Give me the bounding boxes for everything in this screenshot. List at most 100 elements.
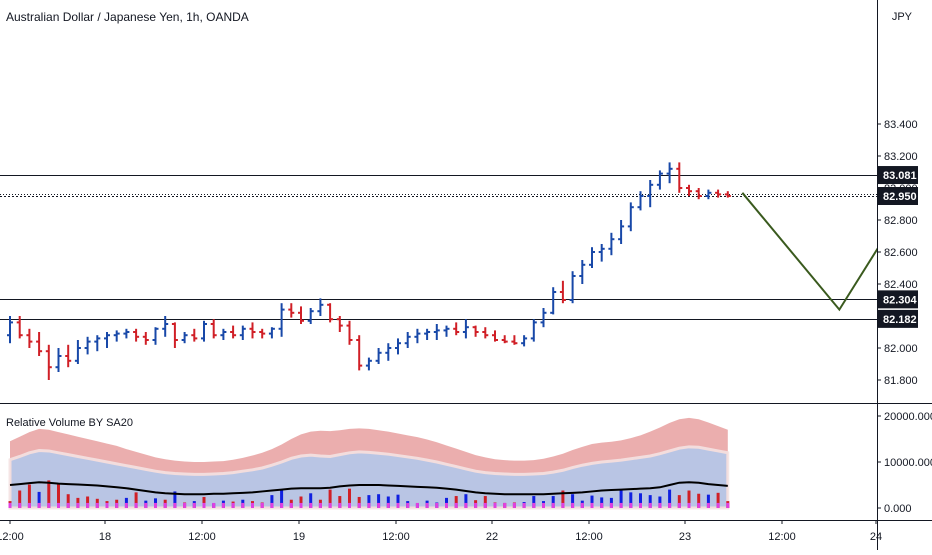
volume-bar xyxy=(328,489,332,508)
volume-bar xyxy=(173,491,177,508)
ohlc-bar xyxy=(133,328,140,342)
volume-bar xyxy=(590,495,594,508)
volume-bar xyxy=(86,496,90,508)
indicator-title: Relative Volume BY SA20 xyxy=(6,417,133,429)
volume-bar xyxy=(600,497,604,508)
volume-bar-base xyxy=(348,502,351,508)
volume-bar-base xyxy=(706,502,710,508)
volume-bar xyxy=(561,490,565,508)
volume-bar-base xyxy=(183,502,187,508)
ohlc-bar xyxy=(569,271,576,304)
volume-bar-base xyxy=(318,502,322,508)
ohlc-bar xyxy=(94,335,101,352)
volume-bar-base xyxy=(687,502,691,508)
ohlc-bar xyxy=(598,244,605,262)
price-level-tag-label: 82.950 xyxy=(883,191,917,203)
volume-bar-base xyxy=(580,502,584,508)
volume-tick-label: 20000.000 xyxy=(884,411,932,423)
volume-bar-base xyxy=(532,502,536,508)
volume-average-line xyxy=(9,481,728,496)
volume-bar-base xyxy=(338,502,342,508)
time-tick-label: 12:00 xyxy=(382,531,410,543)
ohlc-bar xyxy=(268,327,275,339)
volume-bar xyxy=(18,490,22,508)
volume-bar xyxy=(532,496,536,508)
volume-bar-base xyxy=(241,502,245,508)
volume-bar xyxy=(571,494,575,508)
volume-bar-base xyxy=(18,502,22,508)
ohlc-bar xyxy=(395,338,401,355)
price-tick-label: 82.400 xyxy=(884,279,918,291)
ohlc-bar xyxy=(26,328,33,348)
volume-bar xyxy=(27,484,31,508)
volume-bar-base xyxy=(454,502,458,508)
volume-bar-base xyxy=(648,502,652,508)
chart-title: Australian Dollar / Japanese Yen, 1h, OA… xyxy=(6,10,249,24)
volume-bar-base xyxy=(202,502,206,508)
ohlc-bar xyxy=(249,322,256,339)
volume-bar xyxy=(396,494,400,508)
ohlc-bar xyxy=(74,340,81,364)
volume-bar-base xyxy=(396,502,400,508)
volume-bar-base xyxy=(386,502,390,508)
time-tick-label: 22 xyxy=(486,531,498,543)
volume-bar xyxy=(299,496,303,508)
ohlc-bar xyxy=(336,316,343,332)
volume-bar-base xyxy=(289,502,293,508)
volume-bar-base xyxy=(231,502,235,508)
ohlc-bar xyxy=(608,232,615,256)
volume-bar-base xyxy=(609,502,613,508)
volume-bar-base xyxy=(367,502,371,508)
ohlc-bar xyxy=(618,220,625,244)
volume-bar xyxy=(202,496,206,508)
ohlc-bar xyxy=(210,319,217,339)
volume-bar-base xyxy=(299,502,303,508)
time-tick-label: 12:00 xyxy=(0,531,24,543)
ohlc-bar xyxy=(16,316,23,339)
ohlc-bar xyxy=(676,162,683,193)
volume-bar xyxy=(57,484,60,508)
volume-bar-base xyxy=(212,502,216,508)
ohlc-bar xyxy=(540,308,547,328)
ohlc-bar xyxy=(317,298,324,316)
volume-bar-base xyxy=(561,502,565,508)
time-tick-label: 18 xyxy=(99,531,111,543)
ohlc-bar xyxy=(559,280,566,304)
volume-bar-base xyxy=(425,502,429,508)
volume-bar xyxy=(648,495,652,508)
ohlc-bar xyxy=(656,170,663,190)
volume-bar-base xyxy=(600,502,604,508)
ohlc-bar xyxy=(666,162,673,184)
volume-bar-base xyxy=(124,502,128,508)
volume-bar-base xyxy=(629,502,633,508)
ohlc-bar xyxy=(220,328,227,340)
ohlc-bar xyxy=(550,287,557,315)
volume-bars xyxy=(8,480,730,508)
volume-bar-base xyxy=(192,502,196,508)
time-axis-ticks: 12:00 18 12:00 19 12:00 22 12:00 23 12:00 24 xyxy=(0,520,882,543)
ohlc-bar xyxy=(152,327,159,345)
volume-bar-base xyxy=(503,502,507,508)
volume-bar-base xyxy=(105,502,109,508)
volume-bar xyxy=(668,489,672,508)
volume-bar xyxy=(483,496,487,508)
ohlc-bar xyxy=(521,335,528,347)
volume-bar-base xyxy=(76,502,80,508)
ohlc-bar xyxy=(647,180,654,208)
price-level-tag xyxy=(878,187,918,205)
price-level-tag xyxy=(878,290,918,309)
ohlc-bar xyxy=(443,325,450,337)
ohlc-bar xyxy=(356,335,363,371)
volume-bar xyxy=(658,496,662,508)
ohlc-bar xyxy=(201,320,207,342)
ohlc-bar xyxy=(579,260,586,284)
volume-bar-base xyxy=(86,502,90,508)
volume-bar-base xyxy=(435,502,439,508)
volume-bar xyxy=(348,488,351,508)
ohlc-bar xyxy=(278,303,285,337)
ohlc-bar xyxy=(492,330,498,342)
price-tick-label: 82.600 xyxy=(884,247,918,259)
price-level-tag xyxy=(878,309,918,328)
